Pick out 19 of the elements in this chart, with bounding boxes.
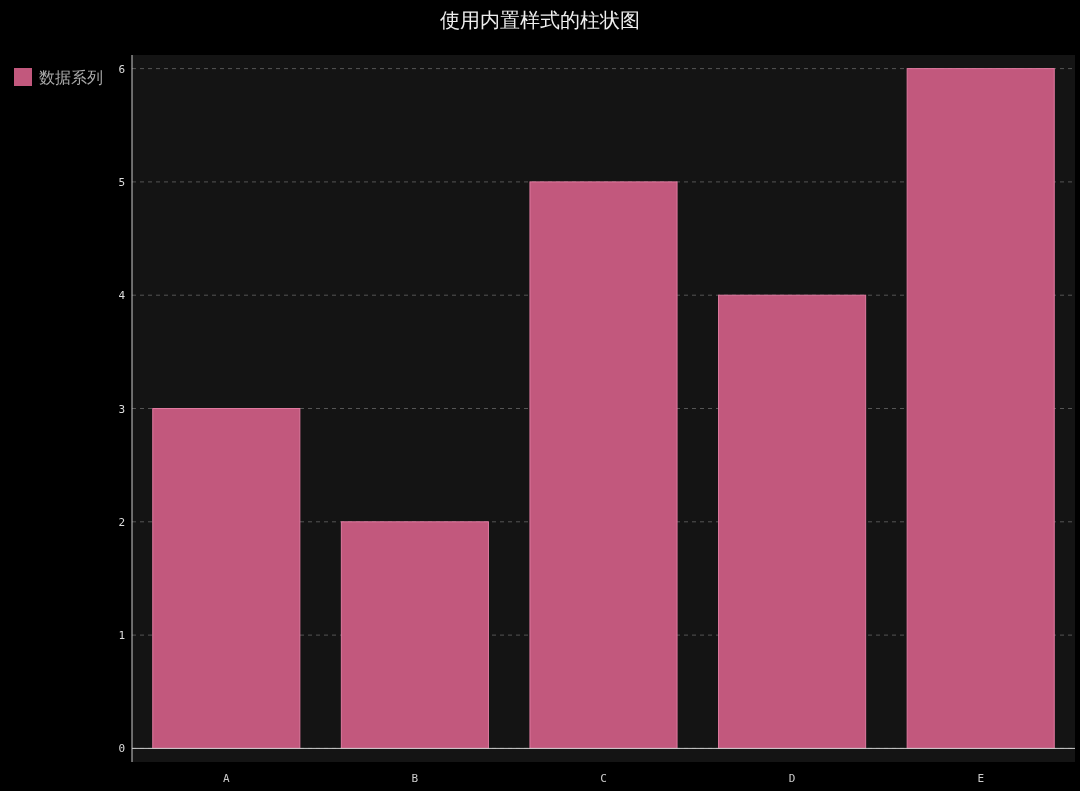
x-tick-label: D bbox=[788, 772, 796, 785]
x-tick-label: B bbox=[411, 772, 419, 785]
legend-label: 数据系列 bbox=[39, 69, 103, 86]
y-tick-label: 5 bbox=[118, 175, 125, 189]
x-tick-label: C bbox=[600, 772, 607, 785]
y-tick-label: 2 bbox=[118, 515, 125, 529]
bar bbox=[718, 294, 867, 749]
y-tick-label: 3 bbox=[118, 402, 125, 416]
bar bbox=[152, 408, 301, 749]
chart-title: 使用内置样式的柱状图 bbox=[440, 9, 640, 31]
x-tick-label: A bbox=[222, 772, 230, 785]
bar bbox=[906, 68, 1055, 749]
y-tick-label: 4 bbox=[118, 289, 126, 303]
bar bbox=[340, 521, 489, 749]
y-tick-label: 6 bbox=[118, 62, 125, 76]
bar bbox=[529, 181, 678, 749]
y-tick-label: 1 bbox=[118, 629, 125, 643]
y-tick-label: 0 bbox=[118, 742, 125, 756]
x-tick-label: E bbox=[977, 772, 985, 785]
